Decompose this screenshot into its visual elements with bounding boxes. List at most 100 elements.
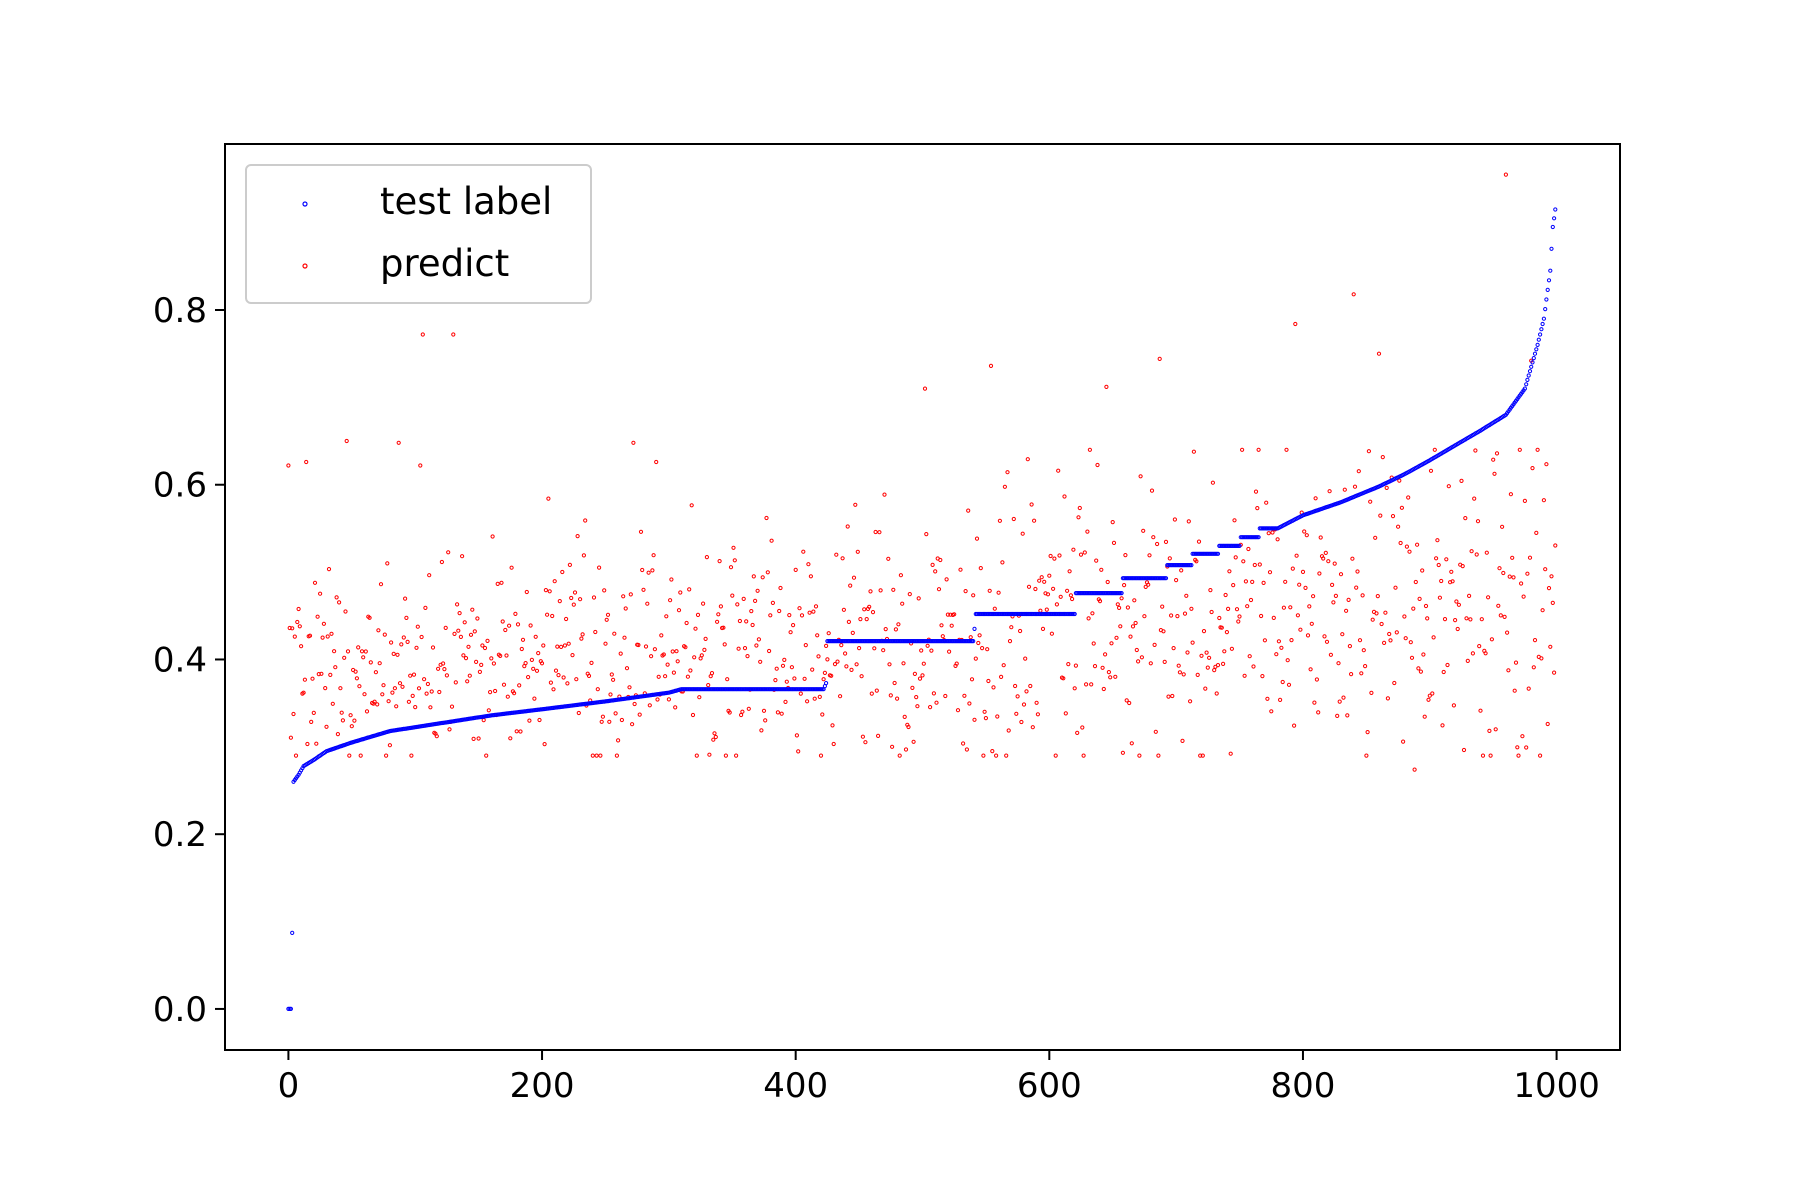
predict-point [1067, 569, 1072, 574]
predict-point [575, 534, 580, 539]
predict-point [583, 518, 588, 523]
predict-point [723, 753, 729, 758]
predict-point [1237, 614, 1242, 619]
test-label-point [1549, 246, 1554, 251]
predict-point [981, 753, 986, 758]
predict-point [557, 599, 562, 604]
predict-point [363, 649, 368, 654]
predict-point [792, 676, 797, 681]
predict-point [1194, 559, 1199, 564]
predict-point [1281, 605, 1287, 610]
predict-point [702, 647, 707, 653]
test-label-point [1163, 576, 1169, 581]
predict-point [476, 736, 481, 741]
predict-point [1396, 524, 1401, 529]
predict-point [1361, 648, 1366, 653]
predict-point [1489, 637, 1495, 642]
predict-point [384, 753, 389, 758]
predict-point [1034, 700, 1039, 705]
predict-point [354, 676, 359, 681]
predict-point [1007, 639, 1013, 644]
predict-point [572, 590, 578, 595]
predict-point [1451, 703, 1457, 708]
predict-point [1113, 674, 1118, 679]
predict-point [481, 718, 486, 723]
predict-point [495, 581, 500, 587]
predict-point [1418, 669, 1424, 674]
predict-point [1186, 519, 1191, 524]
predict-point [362, 692, 367, 697]
predict-point [685, 674, 691, 679]
predict-point [1045, 592, 1051, 597]
predict-point [1155, 541, 1160, 547]
predict-point [641, 587, 646, 592]
predict-point [309, 719, 314, 725]
predict-point [817, 694, 822, 700]
predict-point [1553, 543, 1558, 548]
predict-point [1548, 644, 1553, 649]
predict-point [1365, 730, 1370, 735]
predict-point [600, 714, 606, 719]
predict-point [1549, 574, 1554, 579]
predict-point [624, 666, 630, 671]
predict-point [736, 646, 741, 651]
predict-point [706, 683, 711, 688]
predict-point [826, 631, 831, 636]
predict-point [985, 647, 990, 652]
predict-point [1261, 580, 1266, 586]
predict-point [716, 612, 721, 617]
predict-point [931, 691, 937, 696]
predict-point [1416, 666, 1421, 671]
predict-point [801, 549, 806, 554]
predict-point [504, 653, 509, 658]
predict-point [324, 724, 329, 729]
predict-point [1439, 578, 1444, 584]
predict-point [534, 668, 540, 673]
predict-point [1522, 498, 1528, 503]
predict-point [1047, 573, 1052, 578]
predict-point [933, 569, 938, 574]
predict-point [728, 565, 734, 570]
predict-point [1142, 614, 1147, 619]
test-label-point [1526, 373, 1531, 378]
predict-point [1021, 702, 1027, 707]
predict-point [1392, 680, 1397, 686]
predict-point [735, 602, 740, 607]
predict-point [571, 602, 576, 607]
predict-point [707, 752, 712, 757]
test-label-point [1545, 287, 1550, 292]
predict-point [1185, 650, 1190, 655]
predict-point [1337, 699, 1342, 704]
predict-point [925, 643, 930, 648]
predict-point [1288, 605, 1293, 610]
predict-point [678, 590, 683, 595]
predict-point [1153, 729, 1158, 734]
predict-point [427, 573, 432, 578]
legend: test label predict [245, 164, 592, 304]
predict-point [344, 438, 349, 444]
predict-point [517, 683, 522, 688]
predict-point [1442, 617, 1448, 622]
y-tick-label: 0.0 [153, 990, 207, 1030]
predict-point [952, 612, 957, 617]
predict-point [1446, 484, 1451, 489]
predict-point [1373, 535, 1378, 540]
predict-point [1076, 515, 1081, 520]
predict-point [1070, 596, 1075, 602]
predict-point [1290, 566, 1295, 571]
predict-point [1129, 741, 1134, 746]
predict-point [855, 549, 860, 554]
predict-point [1449, 569, 1454, 574]
predict-point [1376, 351, 1382, 356]
predict-point [1080, 725, 1085, 730]
predict-point [1114, 635, 1119, 640]
predict-point [1517, 447, 1522, 452]
predict-point [834, 552, 839, 557]
predict-point [520, 637, 526, 642]
predict-point [1274, 652, 1279, 657]
predict-point [468, 632, 474, 637]
predict-point [547, 589, 552, 594]
predict-point [760, 575, 765, 580]
predict-point [895, 696, 900, 701]
predict-point [1324, 639, 1330, 644]
